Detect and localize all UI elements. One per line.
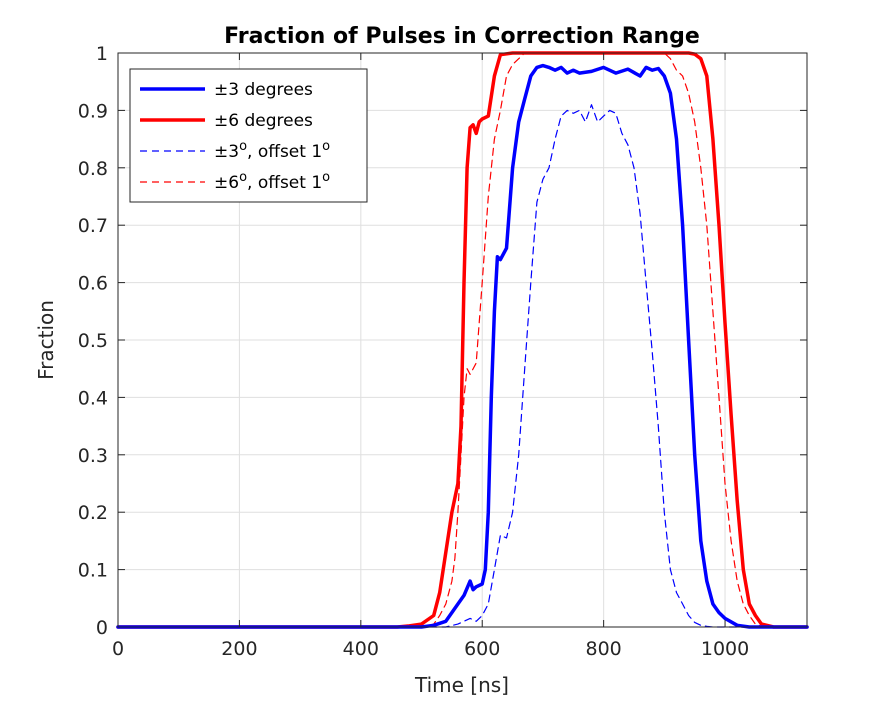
y-tick-label: 0.8 [78, 158, 108, 180]
y-tick-label: 0.3 [78, 445, 108, 467]
legend-label: ±6 degrees [214, 111, 313, 131]
series-line-1 [116, 63, 809, 629]
y-tick-label: 0.7 [78, 215, 108, 237]
y-tick-label: 0.4 [78, 387, 108, 409]
legend-label: ±3 degrees [214, 80, 313, 100]
legend-label: ±3o, offset 1o [214, 139, 330, 162]
series-line-3 [117, 104, 808, 628]
x-tick-label: 0 [112, 638, 124, 660]
y-tick-label: 1 [96, 43, 108, 65]
axis-ticks: 0 200 400 600 800 1000 0 0.1 0.2 0.3 0.4 0.5 0.6 0.7 0… [78, 43, 807, 660]
x-tick-label: 600 [464, 638, 500, 660]
y-tick-label: 0 [96, 617, 108, 639]
y-tick-label: 0.9 [78, 100, 108, 122]
legend-label: ±6o, offset 1o [214, 170, 330, 193]
y-axis-label: Fraction [34, 300, 58, 380]
y-tick-label: 0.2 [78, 502, 108, 524]
x-tick-label: 200 [221, 638, 257, 660]
legend: ±3 degrees ±6 degrees ±3o, offset 1o ±6o, o… [129, 68, 368, 203]
x-axis-label: Time [ns] [414, 673, 509, 697]
legend-box [129, 68, 368, 203]
x-tick-label: 1000 [701, 638, 749, 660]
x-tick-label: 800 [586, 638, 622, 660]
y-tick-label: 0.1 [78, 560, 108, 582]
chart-title: Fraction of Pulses in Correction Range [224, 24, 700, 49]
y-tick-label: 0.5 [78, 330, 108, 352]
x-tick-label: 400 [343, 638, 379, 660]
y-tick-label: 0.6 [78, 273, 108, 295]
